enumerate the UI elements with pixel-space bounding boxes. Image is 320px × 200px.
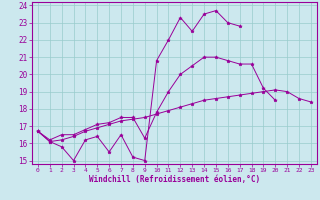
X-axis label: Windchill (Refroidissement éolien,°C): Windchill (Refroidissement éolien,°C) bbox=[89, 175, 260, 184]
